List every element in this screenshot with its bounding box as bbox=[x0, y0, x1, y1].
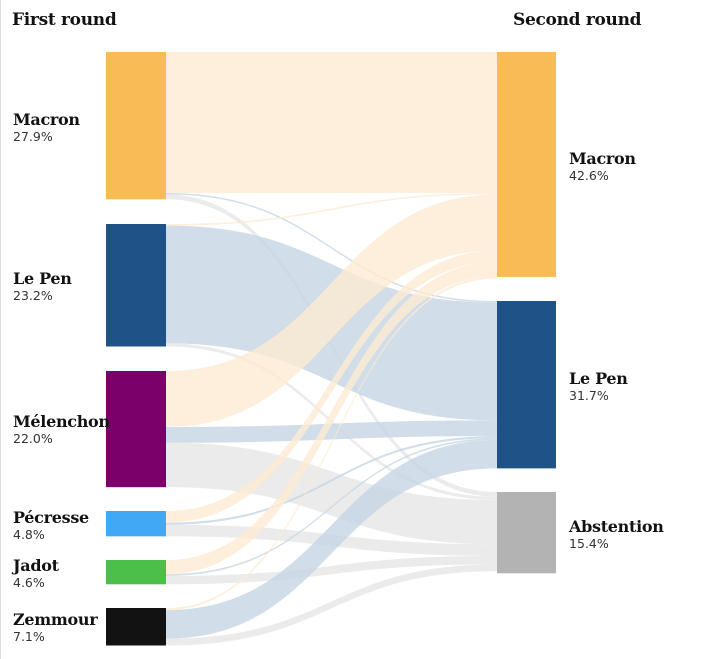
source-pct-le-pen: 23.2% bbox=[13, 288, 53, 303]
source-bar-macron bbox=[106, 52, 166, 200]
source-name-macron: Macron bbox=[13, 110, 80, 129]
source-label-macron: Macron 27.9% bbox=[13, 110, 80, 145]
source-pct-zemmour: 7.1% bbox=[13, 629, 45, 644]
source-bar-le-pen bbox=[106, 224, 166, 347]
source-bar-pecresse bbox=[106, 511, 166, 537]
flow-pecresse-to-macron bbox=[166, 250, 497, 523]
source-bar-jadot bbox=[106, 560, 166, 585]
flow-pecresse-to-le-pen bbox=[166, 436, 497, 525]
source-label-le-pen: Le Pen 23.2% bbox=[13, 269, 72, 304]
source-pct-jadot: 4.6% bbox=[13, 575, 45, 590]
flow-zemmour-to-macron bbox=[166, 276, 497, 611]
target-label-macron: Macron 42.6% bbox=[569, 149, 636, 184]
source-name-jadot: Jadot bbox=[13, 556, 59, 575]
source-bar-melenchon bbox=[106, 371, 166, 488]
source-bar-zemmour bbox=[106, 608, 166, 646]
target-pct-abstention: 15.4% bbox=[569, 536, 609, 551]
flow-zemmour-to-abstention bbox=[166, 564, 497, 646]
source-pct-macron: 27.9% bbox=[13, 129, 53, 144]
source-label-jadot: Jadot 4.6% bbox=[13, 556, 59, 591]
left-border bbox=[0, 0, 1, 659]
target-bar-macron bbox=[497, 52, 556, 277]
source-name-pecresse: Pécresse bbox=[13, 508, 89, 527]
flow-zemmour-to-le-pen bbox=[166, 439, 497, 639]
node-bars bbox=[106, 52, 556, 646]
source-label-melenchon: Mélenchon 22.0% bbox=[13, 412, 110, 447]
flow-jadot-to-le-pen bbox=[166, 438, 497, 576]
target-bar-abstention bbox=[497, 492, 556, 574]
flow-jadot-to-abstention bbox=[166, 555, 497, 585]
target-name-le-pen: Le Pen bbox=[569, 369, 628, 388]
target-name-macron: Macron bbox=[569, 149, 636, 168]
first-round-heading: First round bbox=[12, 10, 117, 30]
flow-macron-to-le-pen bbox=[166, 192, 497, 303]
source-pct-melenchon: 22.0% bbox=[13, 431, 53, 446]
target-bar-le-pen bbox=[497, 301, 556, 469]
flow-melenchon-to-macron bbox=[166, 194, 497, 427]
source-pct-pecresse: 4.8% bbox=[13, 527, 45, 542]
flow-bands bbox=[166, 52, 497, 646]
target-pct-macron: 42.6% bbox=[569, 168, 609, 183]
target-label-abstention: Abstention 15.4% bbox=[569, 517, 664, 552]
second-round-heading: Second round bbox=[513, 10, 642, 30]
flow-le-pen-to-macron bbox=[166, 192, 497, 226]
source-label-zemmour: Zemmour 7.1% bbox=[13, 610, 98, 645]
target-pct-le-pen: 31.7% bbox=[569, 388, 609, 403]
source-name-zemmour: Zemmour bbox=[13, 610, 98, 629]
target-label-le-pen: Le Pen 31.7% bbox=[569, 369, 628, 404]
target-name-abstention: Abstention bbox=[569, 517, 664, 536]
flow-jadot-to-macron bbox=[166, 262, 497, 575]
source-name-melenchon: Mélenchon bbox=[13, 412, 110, 431]
flow-melenchon-to-le-pen bbox=[166, 420, 497, 443]
flow-macron-to-macron bbox=[166, 52, 497, 193]
flow-melenchon-to-abstention bbox=[166, 442, 497, 545]
source-label-pecresse: Pécresse 4.8% bbox=[13, 508, 89, 543]
source-name-le-pen: Le Pen bbox=[13, 269, 72, 288]
